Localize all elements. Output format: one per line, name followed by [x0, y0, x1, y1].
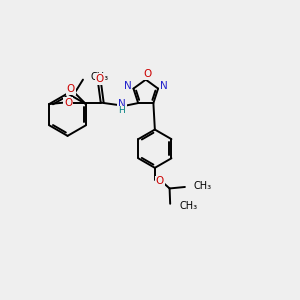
Text: CH₃: CH₃: [179, 200, 197, 211]
Text: CH₃: CH₃: [194, 181, 212, 191]
Text: O: O: [95, 74, 104, 84]
Text: O: O: [64, 98, 72, 108]
Text: N: N: [118, 99, 126, 109]
Text: CH₃: CH₃: [90, 72, 109, 82]
Text: H: H: [118, 106, 125, 115]
Text: O: O: [67, 84, 75, 94]
Text: N: N: [124, 81, 131, 91]
Text: O: O: [143, 69, 152, 79]
Text: O: O: [156, 176, 164, 186]
Text: N: N: [160, 81, 168, 91]
